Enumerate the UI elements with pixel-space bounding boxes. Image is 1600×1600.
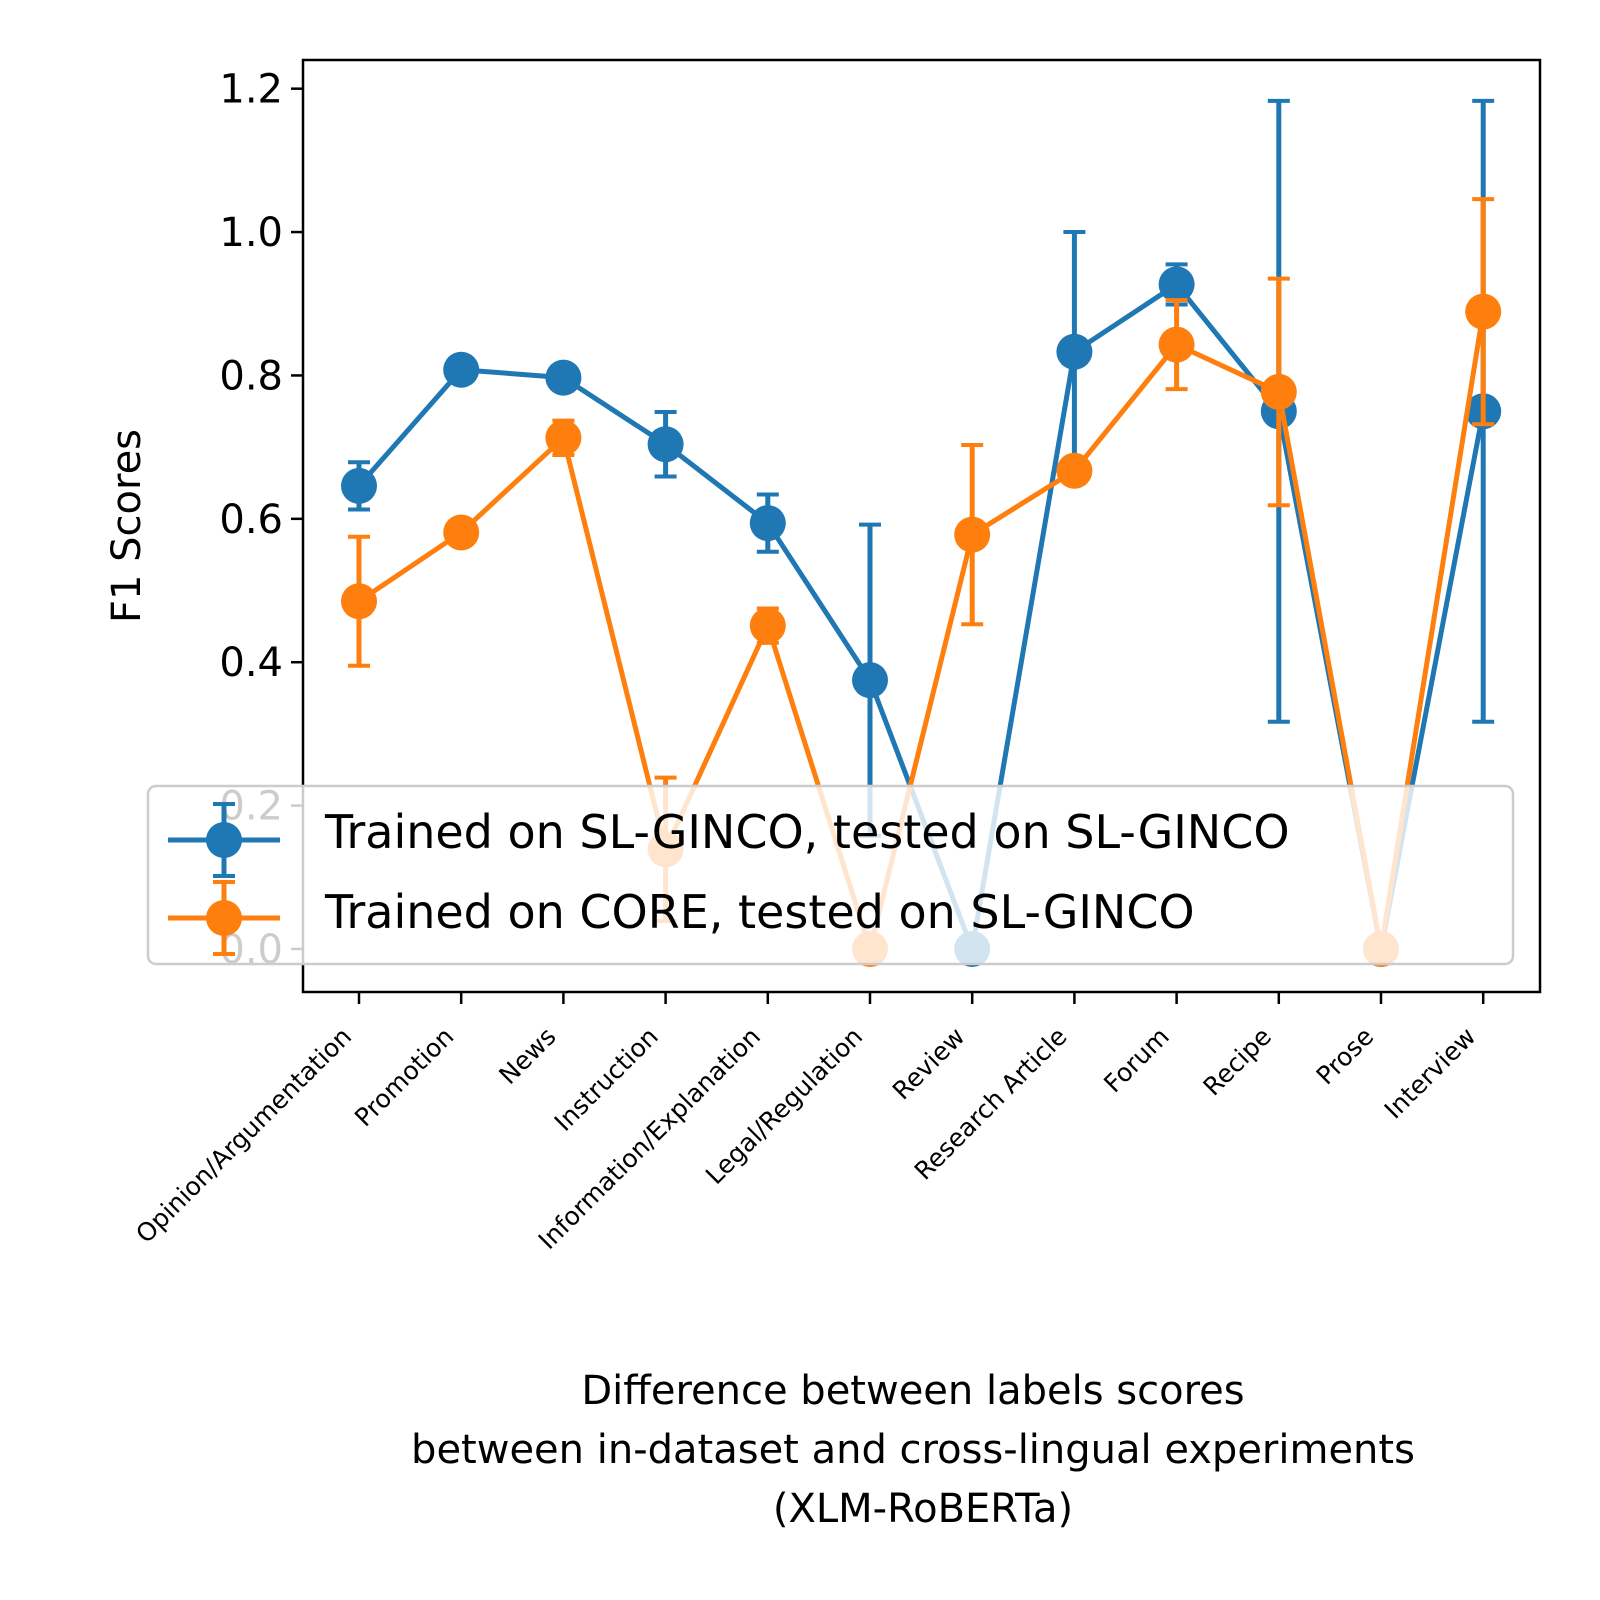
series-line [357,311,1486,952]
data-point [749,505,786,542]
legend-label-core: Trained on CORE, tested on SL-GINCO [324,885,1195,939]
x-axis-label-line-2: between in-dataset and cross-lingual exp… [411,1427,1415,1473]
x-tick-label: Opinion/Argumentation [130,1022,357,1249]
y-tick-label: 0.6 [219,497,283,543]
data-point [1158,266,1195,303]
data-point [545,359,582,396]
legend-box [146,784,1515,966]
legend-entry-core: Trained on CORE, tested on SL-GINCO [168,880,1195,956]
data-point [443,514,480,551]
x-tick-label: Prose [1311,1022,1380,1091]
legend-label-sl-ginco: Trained on SL-GINCO, tested on SL-GINCO [324,805,1290,859]
x-axis-label: Difference between labels scores between… [411,1368,1415,1532]
legend-marker [206,900,242,936]
y-tick-label: 1.2 [219,67,283,113]
data-point [954,516,991,553]
plot-frame [301,58,1542,994]
x-tick-label: Forum [1098,1022,1175,1099]
y-tick-label: 0.8 [219,353,283,399]
data-point [1158,326,1195,363]
legend-marker [206,822,242,858]
data-point [341,583,377,620]
data-point [1260,373,1297,410]
y-tick-label: 0.4 [219,640,283,686]
data-point [1056,452,1093,489]
x-tick-label: Interview [1379,1022,1482,1125]
x-axis-label-line-1: Difference between labels scores [581,1368,1244,1414]
legend-handle [168,802,280,878]
data-point [647,426,684,463]
x-axis-label-line-3: (XLM-RoBERTa) [773,1486,1073,1532]
legend: Trained on SL-GINCO, tested on SL-GINCO … [146,784,1515,966]
x-tick-label: News [493,1022,561,1090]
x-tick-label: Recipe [1197,1022,1277,1102]
data-point [341,467,377,504]
legend-entry-sl-ginco: Trained on SL-GINCO, tested on SL-GINCO [168,802,1290,878]
data-point [1056,333,1093,370]
legend-handle [168,880,280,956]
x-tick-label: Review [887,1022,971,1106]
data-point [1465,293,1502,330]
data-point [749,607,786,644]
data-point [545,419,582,456]
y-axis-label: F1 Scores [104,429,150,623]
data-point [852,662,888,699]
x-tick-label: Promotion [349,1022,459,1132]
data-point [443,351,480,388]
y-tick-label: 1.0 [219,210,283,256]
